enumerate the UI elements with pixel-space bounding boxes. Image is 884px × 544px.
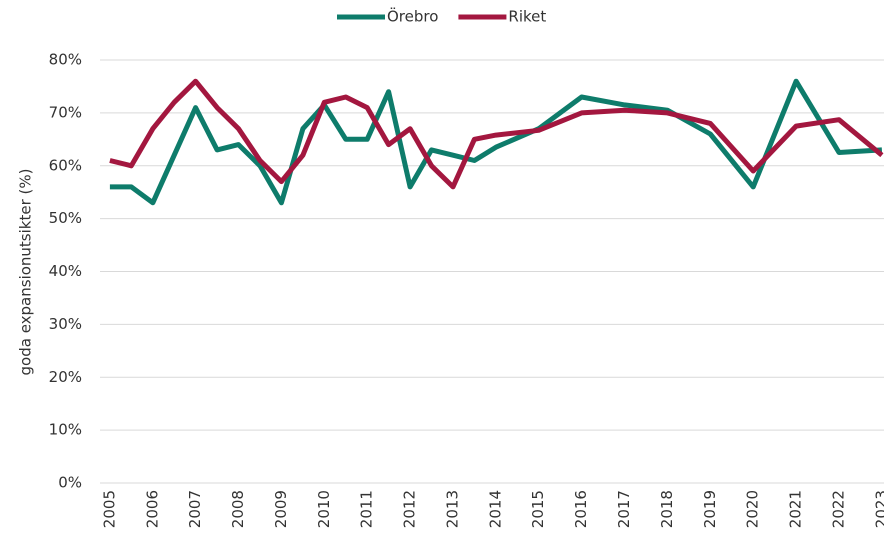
x-tick-label: 2020 [744, 490, 762, 528]
x-tick-label: 2017 [615, 490, 633, 528]
y-tick-label: 60% [49, 156, 82, 174]
y-tick-label: 10% [49, 421, 82, 439]
x-tick-label: 2019 [701, 490, 719, 528]
y-tick-label: 40% [49, 262, 82, 280]
y-axis-label: goda expansionutsikter (%) [17, 169, 35, 376]
x-tick-label: 2006 [143, 490, 161, 528]
x-tick-label: 2014 [486, 490, 504, 528]
series-line [109, 78, 884, 190]
x-tick-label: 2007 [186, 490, 204, 528]
x-tick-label: 2015 [529, 490, 547, 528]
x-tick-label: 2008 [229, 490, 247, 528]
y-tick-label: 30% [49, 315, 82, 333]
y-tick-label: 50% [49, 209, 82, 227]
x-tick-label: 2021 [787, 490, 805, 528]
x-tick-label: 2011 [358, 490, 376, 528]
y-tick-label: 20% [49, 368, 82, 386]
x-tick-label: 2005 [100, 490, 118, 528]
legend-label: Örebro [387, 7, 438, 26]
x-tick-label: 2010 [315, 490, 333, 528]
x-tick-label: 2018 [658, 490, 676, 528]
x-tick-label: 2016 [572, 490, 590, 528]
y-tick-label: 70% [49, 103, 82, 121]
x-tick-label: 2013 [443, 490, 461, 528]
y-tick-label: 80% [49, 51, 82, 69]
series-line [109, 78, 883, 206]
x-tick-label: 2023 [872, 490, 884, 528]
legend-label: Riket [508, 8, 546, 26]
x-tick-label: 2012 [401, 490, 419, 528]
x-tick-label: 2022 [829, 490, 847, 528]
x-tick-label: 2009 [272, 490, 290, 528]
y-tick-label: 0% [58, 474, 82, 492]
